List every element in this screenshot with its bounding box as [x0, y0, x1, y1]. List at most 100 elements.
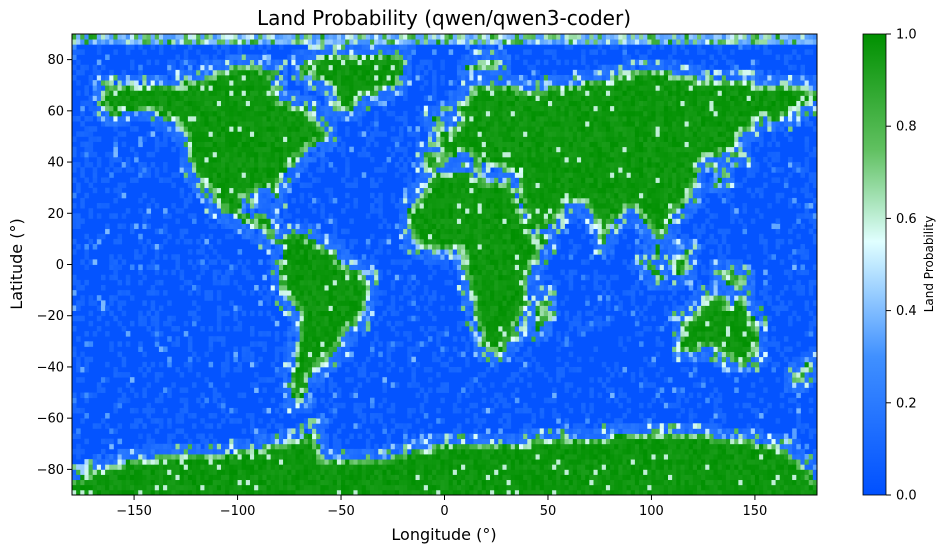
- heatmap-cell: [403, 464, 408, 470]
- heatmap-cell: [225, 279, 230, 286]
- heatmap-cell: [84, 249, 89, 255]
- heatmap-cell: [274, 407, 280, 414]
- heatmap-cell: [299, 34, 305, 40]
- heatmap-cell: [96, 484, 102, 491]
- heatmap-cell: [254, 238, 259, 245]
- heatmap-cell: [274, 162, 280, 168]
- heatmap-cell: [452, 115, 458, 122]
- heatmap-cell: [266, 115, 272, 122]
- heatmap-cell: [179, 192, 185, 199]
- heatmap-cell: [432, 233, 437, 240]
- heatmap-cell: [154, 100, 160, 107]
- heatmap-cell: [403, 80, 408, 86]
- heatmap-cell: [336, 474, 342, 481]
- heatmap-cell: [146, 110, 152, 117]
- heatmap-cell: [307, 95, 313, 101]
- heatmap-cell: [245, 356, 251, 363]
- heatmap-cell: [249, 121, 255, 127]
- heatmap-cell: [370, 203, 375, 209]
- heatmap-cell: [403, 110, 408, 117]
- heatmap-cell: [386, 479, 392, 486]
- heatmap-cell: [353, 387, 358, 393]
- heatmap-cell: [245, 69, 251, 76]
- heatmap-cell: [229, 177, 234, 183]
- heatmap-cell: [249, 177, 255, 183]
- heatmap-cell: [307, 244, 313, 250]
- heatmap-cell: [216, 136, 222, 142]
- heatmap-cell: [192, 264, 197, 271]
- heatmap-cell: [320, 438, 325, 445]
- heatmap-cell: [138, 454, 143, 460]
- heatmap-cell: [254, 218, 259, 224]
- heatmap-cell: [419, 443, 425, 450]
- heatmap-cell: [150, 489, 156, 496]
- heatmap-cell: [183, 80, 189, 86]
- heatmap-cell: [312, 489, 317, 496]
- heatmap-cell: [249, 274, 255, 281]
- heatmap-cell: [349, 100, 354, 107]
- heatmap-cell: [274, 228, 280, 235]
- heatmap-cell: [349, 484, 354, 491]
- heatmap-cell: [245, 459, 251, 465]
- heatmap-cell: [341, 39, 346, 45]
- heatmap-cell: [266, 167, 272, 173]
- heatmap-cell: [324, 361, 330, 368]
- heatmap-cell: [142, 392, 147, 399]
- heatmap-cell: [324, 469, 330, 475]
- heatmap-cell: [158, 448, 164, 455]
- heatmap-cell: [423, 397, 429, 404]
- heatmap-cell: [183, 74, 189, 81]
- heatmap-cell: [332, 167, 338, 173]
- heatmap-cell: [283, 151, 288, 158]
- heatmap-cell: [419, 402, 425, 409]
- heatmap-cell: [307, 259, 313, 265]
- heatmap-cell: [283, 238, 288, 245]
- heatmap-cell: [84, 39, 89, 45]
- heatmap-cell: [212, 54, 218, 61]
- heatmap-cell: [403, 95, 408, 101]
- heatmap-cell: [407, 177, 412, 183]
- heatmap-cell: [278, 39, 284, 45]
- heatmap-cell: [341, 469, 346, 475]
- heatmap-cell: [320, 448, 325, 455]
- heatmap-cell: [179, 464, 185, 470]
- heatmap-cell: [374, 167, 379, 173]
- heatmap-cell: [109, 121, 114, 127]
- heatmap-cell: [320, 64, 325, 71]
- heatmap-cell: [320, 238, 325, 245]
- heatmap-cell: [167, 213, 172, 219]
- heatmap-cell: [456, 464, 462, 470]
- heatmap-cell: [324, 233, 330, 240]
- heatmap-cell: [80, 484, 85, 491]
- heatmap-cell: [452, 187, 458, 194]
- heatmap-cell: [138, 167, 143, 173]
- heatmap-cell: [299, 377, 305, 383]
- heatmap-cell: [150, 264, 156, 271]
- heatmap-cell: [332, 366, 338, 373]
- heatmap-cell: [386, 433, 392, 440]
- heatmap-cell: [270, 433, 276, 440]
- heatmap-cell: [175, 254, 181, 260]
- heatmap-cell: [357, 366, 363, 373]
- heatmap-cell: [278, 433, 284, 440]
- heatmap-cell: [249, 382, 255, 388]
- heatmap-cell: [216, 167, 222, 173]
- heatmap-cell: [76, 484, 81, 491]
- heatmap-cell: [254, 459, 259, 465]
- heatmap-cell: [299, 223, 305, 230]
- heatmap-cell: [233, 80, 238, 86]
- heatmap-cell: [204, 90, 209, 96]
- heatmap-cell: [324, 264, 330, 271]
- heatmap-cell: [283, 146, 288, 153]
- heatmap-cell: [175, 69, 181, 76]
- heatmap-cell: [105, 361, 110, 368]
- heatmap-cell: [237, 223, 243, 230]
- heatmap-cell: [324, 254, 330, 260]
- heatmap-cell: [365, 85, 371, 91]
- heatmap-cell: [303, 121, 309, 127]
- heatmap-cell: [163, 141, 168, 148]
- heatmap-cell: [432, 443, 437, 450]
- heatmap-cell: [192, 218, 197, 224]
- heatmap-cell: [146, 407, 152, 414]
- heatmap-cell: [341, 284, 346, 291]
